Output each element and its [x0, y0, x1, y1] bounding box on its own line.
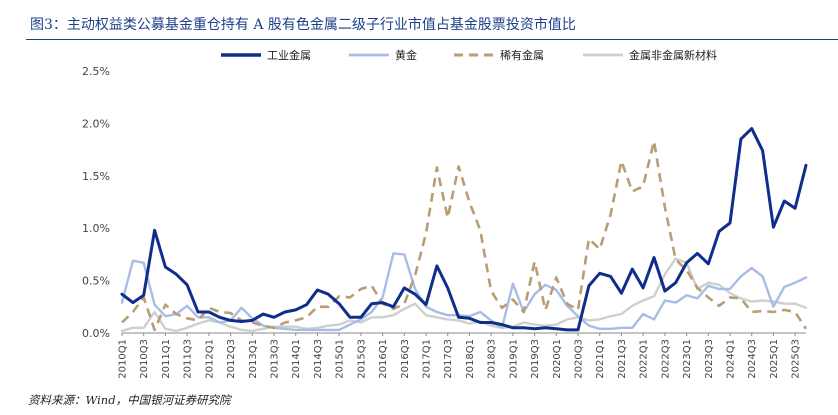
series-line-3: [120, 257, 808, 333]
x-tick-label: 2014Q1: [291, 339, 302, 379]
x-tick-label: 2025Q1: [769, 339, 780, 379]
y-tick-label: 1.5%: [82, 170, 110, 183]
figure-title: 图3：主动权益类公募基金重仓持有 A 股有色金属二级子行业市值占基金股票投资市值…: [30, 17, 576, 33]
x-tick-label: 2017Q3: [443, 339, 454, 379]
title-bar: 图3：主动权益类公募基金重仓持有 A 股有色金属二级子行业市值占基金股票投资市值…: [0, 0, 838, 40]
x-tick-label: 2010Q1: [118, 339, 129, 379]
x-tick-label: 2017Q1: [422, 339, 433, 379]
x-tick-label: 2021Q1: [595, 339, 606, 379]
title-underline: [26, 39, 838, 40]
y-axis: 0.0% 0.5% 1.0% 1.5% 2.0% 2.5%: [82, 65, 110, 340]
x-tick-label: 2015Q3: [356, 339, 367, 379]
legend-label-0: 工业金属: [267, 48, 311, 62]
x-tick-label: 2013Q3: [270, 339, 281, 379]
y-tick-label: 2.5%: [82, 65, 110, 78]
x-tick-label: 2023Q1: [682, 339, 693, 379]
series-line-1: [120, 252, 808, 332]
x-tick-label: 2011Q1: [161, 339, 172, 379]
source-note: 资料来源：Wind，中国银河证券研究院: [28, 393, 231, 407]
legend-label-3: 金属非金属新材料: [629, 48, 717, 62]
x-tick-label: 2019Q1: [508, 339, 519, 379]
x-tick-label: 2023Q3: [704, 339, 715, 379]
legend-label-1: 黄金: [395, 48, 417, 62]
series-line-2: [121, 139, 808, 332]
y-tick-label: 2.0%: [82, 117, 110, 130]
x-tick-label: 2022Q1: [639, 339, 650, 379]
x-tick-label: 2012Q1: [204, 339, 215, 379]
x-tick-label: 2011Q3: [183, 339, 194, 379]
series-line-0: [120, 127, 808, 332]
x-tick-label: 2013Q1: [248, 339, 259, 379]
x-tick-label: 2015Q1: [335, 339, 346, 379]
y-tick-label: 1.0%: [82, 222, 110, 235]
x-tick-label: 2025Q3: [791, 339, 802, 379]
x-tick-label: 2014Q3: [313, 339, 324, 379]
chart-legend: 工业金属 黄金 稀有金属 金属非金属新材料: [221, 48, 717, 62]
x-tick-label: 2019Q3: [530, 339, 541, 379]
x-tick-label: 2018Q1: [465, 339, 476, 379]
x-tick-label: 2022Q3: [660, 339, 671, 379]
x-axis: 2010Q1 2010Q3 2011Q1 2011Q3 2012Q1 2012Q3 2013…: [118, 332, 806, 379]
x-tick-label: 2016Q3: [400, 339, 411, 379]
x-tick-label: 2010Q3: [139, 339, 150, 379]
y-tick-label: 0.5%: [82, 275, 110, 288]
y-tick-label: 0.0%: [82, 327, 110, 340]
chart-series: [120, 127, 808, 333]
x-tick-label: 2024Q3: [747, 339, 758, 379]
x-tick-label: 2020Q1: [552, 339, 563, 379]
x-tick-label: 2021Q3: [617, 339, 628, 379]
x-tick-label: 2024Q1: [726, 339, 737, 379]
x-tick-label: 2020Q3: [574, 339, 585, 379]
x-tick-label: 2018Q3: [487, 339, 498, 379]
legend-label-2: 稀有金属: [500, 48, 544, 62]
x-tick-label: 2012Q3: [226, 339, 237, 379]
x-tick-label: 2016Q1: [378, 339, 389, 379]
